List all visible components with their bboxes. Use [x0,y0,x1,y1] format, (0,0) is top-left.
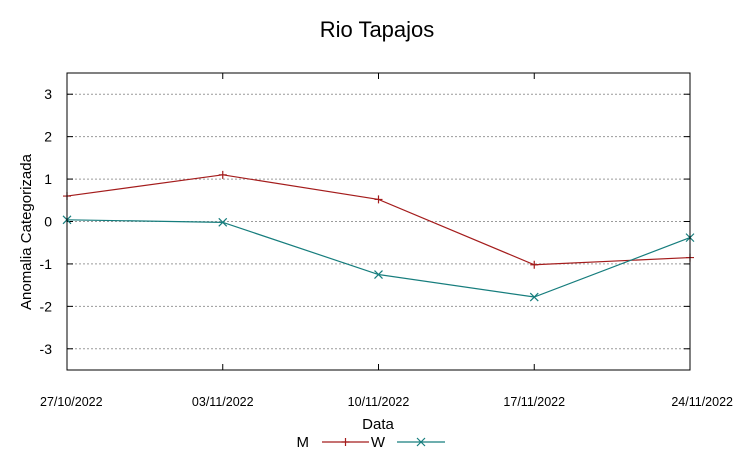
y-tick-label: -3 [40,341,53,357]
y-axis-label: Anomalia Categorizada [18,153,35,310]
y-tick-label: -2 [40,298,53,314]
chart-title: Rio Tapajos [320,17,435,42]
plot-frame [66,72,691,371]
x-tick-label: 10/11/2022 [348,395,410,409]
legend-label: W [371,434,386,451]
data-point [374,270,383,279]
data-point [530,260,539,269]
x-tick-label: 24/11/2022 [671,395,733,409]
data-point [374,195,383,204]
y-tick-label: 1 [44,171,52,187]
data-point [416,437,426,447]
y-tick-label: -1 [40,256,53,272]
x-axis-label: Data [362,416,394,433]
data-point [218,170,227,179]
x-tick-label: 27/10/2022 [40,395,103,409]
data-point [529,292,539,302]
series-line-M [66,174,691,266]
y-tick-labels: 3 2 1 0 -1 -2 -3 [40,86,53,357]
legend-label: M [297,434,310,451]
data-point [218,217,228,227]
y-tick-label: 0 [44,214,52,230]
x-tick-label: 17/11/2022 [503,395,565,409]
series-line-W [66,219,691,298]
x-tick-label: 03/11/2022 [192,395,254,409]
x-tick-labels: 27/10/2022 03/11/2022 10/11/2022 17/11/2022… [40,395,733,409]
series-lines [62,170,695,302]
y-tick-label: 2 [44,129,52,145]
y-tick-label: 3 [44,86,52,102]
data-point [341,438,350,446]
